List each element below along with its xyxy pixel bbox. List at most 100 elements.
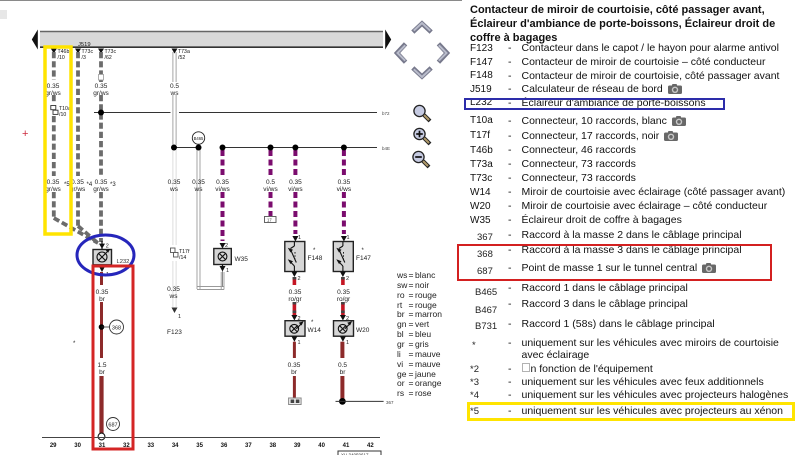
svg-text:gr/ws: gr/ws [70, 186, 86, 193]
svg-text:0.35: 0.35 [216, 179, 229, 186]
svg-text:gr/ws: gr/ws [45, 186, 61, 193]
svg-text:B465: B465 [194, 136, 204, 141]
svg-text:30: 30 [74, 443, 81, 449]
svg-text:38: 38 [269, 443, 276, 449]
svg-text:vi/ws: vi/ws [263, 186, 278, 193]
svg-text:1: 1 [298, 235, 301, 241]
svg-text:0.35: 0.35 [47, 83, 60, 90]
svg-text:vi/ws: vi/ws [337, 186, 352, 193]
svg-text:b4E: b4E [382, 146, 390, 151]
svg-text:39: 39 [294, 443, 301, 449]
svg-text:0.35: 0.35 [47, 179, 60, 186]
svg-text:/14: /14 [179, 255, 186, 261]
svg-text:XU 34959617: XU 34959617 [341, 453, 369, 455]
svg-text:ro/gr: ro/gr [288, 296, 302, 303]
svg-text:0.35: 0.35 [168, 179, 181, 186]
svg-text:31: 31 [99, 443, 106, 449]
svg-text:W35: W35 [235, 256, 249, 263]
svg-text:0.5: 0.5 [266, 179, 275, 186]
svg-text:0.5: 0.5 [338, 362, 347, 369]
svg-text:W20: W20 [356, 327, 370, 334]
svg-text:/62: /62 [105, 55, 112, 61]
svg-text:1.5: 1.5 [97, 362, 106, 369]
svg-text:ws: ws [170, 90, 180, 97]
svg-text:368: 368 [112, 326, 121, 332]
svg-text:*: * [311, 320, 314, 326]
svg-text:ws: ws [194, 186, 204, 193]
svg-text:2: 2 [225, 243, 228, 249]
svg-text:34: 34 [172, 443, 179, 449]
svg-text:17: 17 [267, 218, 272, 223]
svg-text:0.35: 0.35 [71, 179, 84, 186]
svg-text:br: br [291, 369, 298, 376]
svg-text:1: 1 [178, 314, 181, 320]
svg-text:367: 367 [386, 400, 394, 405]
svg-text:29: 29 [50, 443, 57, 449]
svg-text:*: * [362, 248, 365, 254]
svg-text:/10: /10 [58, 55, 65, 61]
svg-text:35: 35 [196, 443, 203, 449]
svg-text:ro/gr: ro/gr [337, 296, 351, 303]
svg-text:0.35: 0.35 [289, 289, 302, 296]
svg-text:1: 1 [346, 340, 349, 346]
svg-text:2: 2 [298, 316, 301, 322]
svg-text:L232: L232 [117, 259, 130, 265]
svg-text:+: + [22, 128, 28, 140]
svg-text:F148: F148 [308, 255, 323, 262]
svg-text:gr/ws: gr/ws [93, 90, 109, 97]
svg-text:vi/ws: vi/ws [215, 186, 230, 193]
svg-text:W14: W14 [308, 327, 322, 334]
svg-text:2: 2 [346, 316, 349, 322]
svg-text:b72: b72 [382, 111, 390, 116]
svg-text:0.35: 0.35 [288, 362, 301, 369]
svg-text:T73c: T73c [82, 49, 94, 55]
svg-text:0.35: 0.35 [192, 179, 205, 186]
svg-text:0.35: 0.35 [96, 289, 109, 296]
svg-text:vi/ws: vi/ws [288, 186, 303, 193]
svg-text:ws: ws [169, 293, 179, 300]
svg-text:T17f: T17f [179, 249, 190, 255]
svg-text:T10a: T10a [59, 106, 71, 112]
svg-text:41: 41 [343, 443, 350, 449]
svg-text:ws: ws [169, 186, 179, 193]
svg-text:1: 1 [226, 268, 229, 274]
svg-text:*3: *3 [110, 182, 116, 188]
svg-text:br: br [99, 369, 106, 376]
svg-text:J519: J519 [78, 42, 91, 48]
svg-text:2: 2 [106, 244, 109, 250]
svg-text:40: 40 [318, 443, 325, 449]
svg-text:F123: F123 [167, 329, 182, 336]
svg-text:0.5: 0.5 [170, 83, 179, 90]
svg-text:/10: /10 [59, 112, 66, 118]
svg-text:2: 2 [298, 276, 301, 282]
svg-text:T46b: T46b [58, 49, 70, 55]
svg-text:32: 32 [123, 443, 130, 449]
svg-text:33: 33 [147, 443, 154, 449]
svg-text:0.35: 0.35 [338, 179, 351, 186]
svg-text:*5: *5 [64, 182, 70, 188]
svg-text:*: * [73, 341, 76, 347]
svg-text:1: 1 [347, 235, 350, 241]
svg-text:0.35: 0.35 [95, 179, 108, 186]
svg-text:/52: /52 [178, 55, 185, 61]
svg-text:0.35: 0.35 [337, 289, 350, 296]
svg-text:0.35: 0.35 [289, 179, 302, 186]
svg-text:/3: /3 [82, 55, 86, 61]
svg-text:br: br [99, 296, 106, 303]
svg-text:0.35: 0.35 [167, 286, 180, 293]
svg-text:687: 687 [108, 423, 117, 429]
svg-text:36: 36 [221, 443, 228, 449]
svg-text:F147: F147 [356, 255, 371, 262]
svg-text:*: * [313, 248, 316, 254]
svg-text:37: 37 [245, 443, 252, 449]
svg-text:gr/ws: gr/ws [45, 90, 61, 97]
svg-text:T73a: T73a [178, 49, 190, 55]
svg-text:1: 1 [298, 340, 301, 346]
svg-text:T73c: T73c [105, 49, 117, 55]
svg-text:gr/ws: gr/ws [93, 186, 109, 193]
svg-text:*4: *4 [87, 182, 93, 188]
svg-text:br: br [340, 369, 347, 376]
svg-text:0.35: 0.35 [95, 83, 108, 90]
svg-text:42: 42 [367, 443, 374, 449]
svg-text:2: 2 [346, 276, 349, 282]
